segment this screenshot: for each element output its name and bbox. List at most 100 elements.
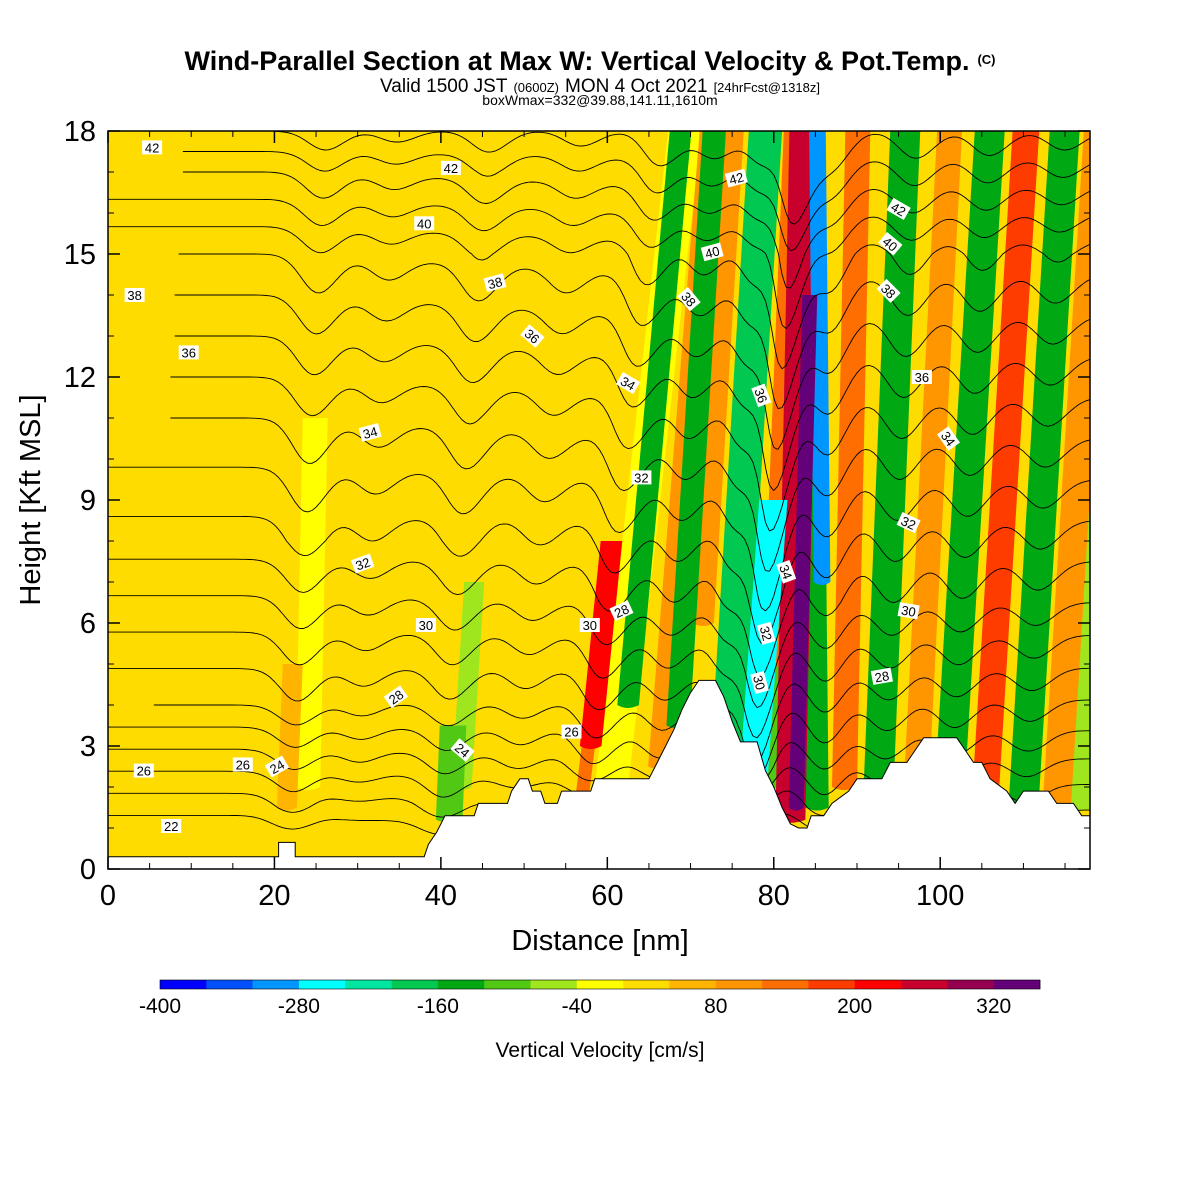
colorbar-swatch-14 [808, 980, 856, 989]
colorbar-label: -160 [417, 995, 459, 1018]
contour-label-text: 28 [612, 601, 631, 621]
contour-label-10: 38 [876, 278, 901, 303]
contour-label-24: 30 [579, 618, 600, 633]
contour-label-11: 36 [178, 345, 199, 360]
contour-label-19: 32 [631, 470, 652, 485]
velocity-band-12 [666, 131, 726, 729]
contour-label-5: 40 [700, 242, 724, 261]
theta-contour-30 [108, 595, 1090, 709]
velocity-band-8 [579, 541, 623, 749]
contour-label-text: 26 [564, 725, 578, 740]
contour-label-text: 42 [728, 169, 746, 187]
y-tick-label: 9 [80, 485, 96, 517]
contour-label-text: 36 [751, 386, 770, 405]
contour-label-31: 26 [133, 763, 154, 779]
contour-label-text: 22 [164, 819, 178, 834]
colorbar-swatch-17 [947, 980, 995, 989]
velocity-band-25 [933, 131, 1005, 811]
theta-contour-35 [170, 376, 1090, 532]
colorbar-swatch-16 [901, 980, 948, 989]
contour-label-20: 32 [350, 553, 375, 574]
contour-label-text: 32 [354, 554, 373, 573]
colorbar-swatch-5 [391, 980, 439, 989]
contour-label-34: 24 [450, 738, 475, 762]
velocity-band-23 [862, 131, 921, 811]
colorbar-swatch-9 [576, 980, 624, 989]
velocity-band-26 [972, 131, 1040, 790]
contour-label-text: 32 [634, 470, 648, 485]
contour-label-33: 24 [264, 755, 290, 778]
contour-label-16: 34 [615, 372, 641, 395]
colorbar-swatch-8 [530, 980, 578, 989]
contour-label-text: 42 [444, 161, 458, 176]
contour-label-32: 26 [232, 757, 253, 773]
contour-label-text: 30 [583, 618, 597, 633]
contour-label-text: 40 [703, 243, 721, 261]
theta-contour-41 [182, 171, 1090, 289]
y-tick-label: 15 [64, 239, 96, 271]
velocity-band-2 [349, 213, 403, 708]
theta-contour-33 [108, 466, 1090, 612]
colorbar-swatch-10 [623, 980, 670, 989]
contour-label-text: 34 [938, 429, 959, 449]
contour-label-13: 36 [751, 383, 772, 408]
contour-label-30: 26 [561, 724, 582, 740]
colorbar-swatch-3 [298, 980, 346, 989]
velocity-band-22 [832, 131, 871, 790]
contour-label-29: 28 [870, 667, 893, 685]
contour-label-text: 24 [267, 757, 287, 777]
contour-label-25: 30 [897, 602, 920, 620]
velocity-band-24 [902, 131, 963, 811]
colorbar-swatch-7 [484, 980, 531, 989]
contour-label-text: 34 [361, 424, 379, 442]
contour-label-23: 30 [415, 618, 436, 633]
contour-label-text: 28 [874, 668, 891, 685]
contour-label-text: 32 [899, 513, 918, 533]
y-tick-label: 12 [64, 362, 96, 394]
colorbar-swatch-0 [160, 980, 207, 989]
valid-time: Valid 1500 JST [380, 76, 508, 97]
colorbar: -400 -280 -160 -40 80 200 320 [139, 979, 1041, 1018]
contour-label-0: 42 [142, 140, 163, 155]
x-tick-label: 20 [258, 880, 290, 912]
y-axis-label: Height [Kft MSL] [15, 394, 47, 605]
contour-label-text: 34 [776, 563, 795, 582]
colorbar-swatch-15 [854, 980, 902, 989]
colorbar-swatch-13 [762, 980, 809, 989]
contour-label-2: 42 [724, 168, 748, 188]
chart-subtitle: Valid 1500 JST (0600Z) MON 4 Oct 2021 [24hr… [380, 76, 820, 97]
velocity-band-13 [692, 131, 744, 626]
terrain-mask [108, 679, 1090, 869]
x-tick-label: 40 [425, 880, 457, 912]
contour-label-text: 28 [386, 687, 406, 708]
contour-labels: 42 42 42 42 40 40 40 38 38 38 38 36 36 36 36 34 34 34 34 32… [124, 140, 960, 834]
x-tick-label: 80 [758, 880, 790, 912]
colorbar-label: -40 [562, 995, 592, 1018]
contour-label-text: 30 [750, 674, 768, 692]
colorbar-swatch-18 [993, 980, 1041, 989]
theta-contour-39 [108, 226, 1090, 370]
x-tick-label: 100 [916, 880, 964, 912]
theta-contour-42 [182, 151, 1090, 252]
colorbar-swatch-2 [252, 980, 300, 989]
valid-date: MON 4 Oct 2021 [565, 76, 708, 97]
contour-label-1: 42 [440, 160, 461, 176]
contour-label-6: 40 [878, 232, 903, 256]
box-max-info: boxWmax=332@39.88,141.11,1610m [482, 92, 717, 108]
colorbar-label: 200 [837, 995, 872, 1018]
contour-label-text: 30 [900, 603, 917, 620]
contour-label-17: 34 [937, 426, 960, 451]
velocity-band-21 [809, 131, 831, 585]
contour-label-9: 38 [677, 286, 701, 312]
contour-label-18: 34 [776, 560, 797, 584]
chart-title: Wind-Parallel Section at Max W: Vertical… [184, 46, 995, 76]
contour-label-8: 38 [483, 273, 507, 292]
velocity-band-6 [524, 131, 623, 667]
contour-label-text: 36 [181, 345, 195, 360]
contour-label-27: 28 [609, 600, 634, 622]
velocity-band-29 [1042, 131, 1090, 811]
colorbar-swatch-6 [437, 980, 485, 989]
y-tick-label: 6 [80, 608, 96, 640]
